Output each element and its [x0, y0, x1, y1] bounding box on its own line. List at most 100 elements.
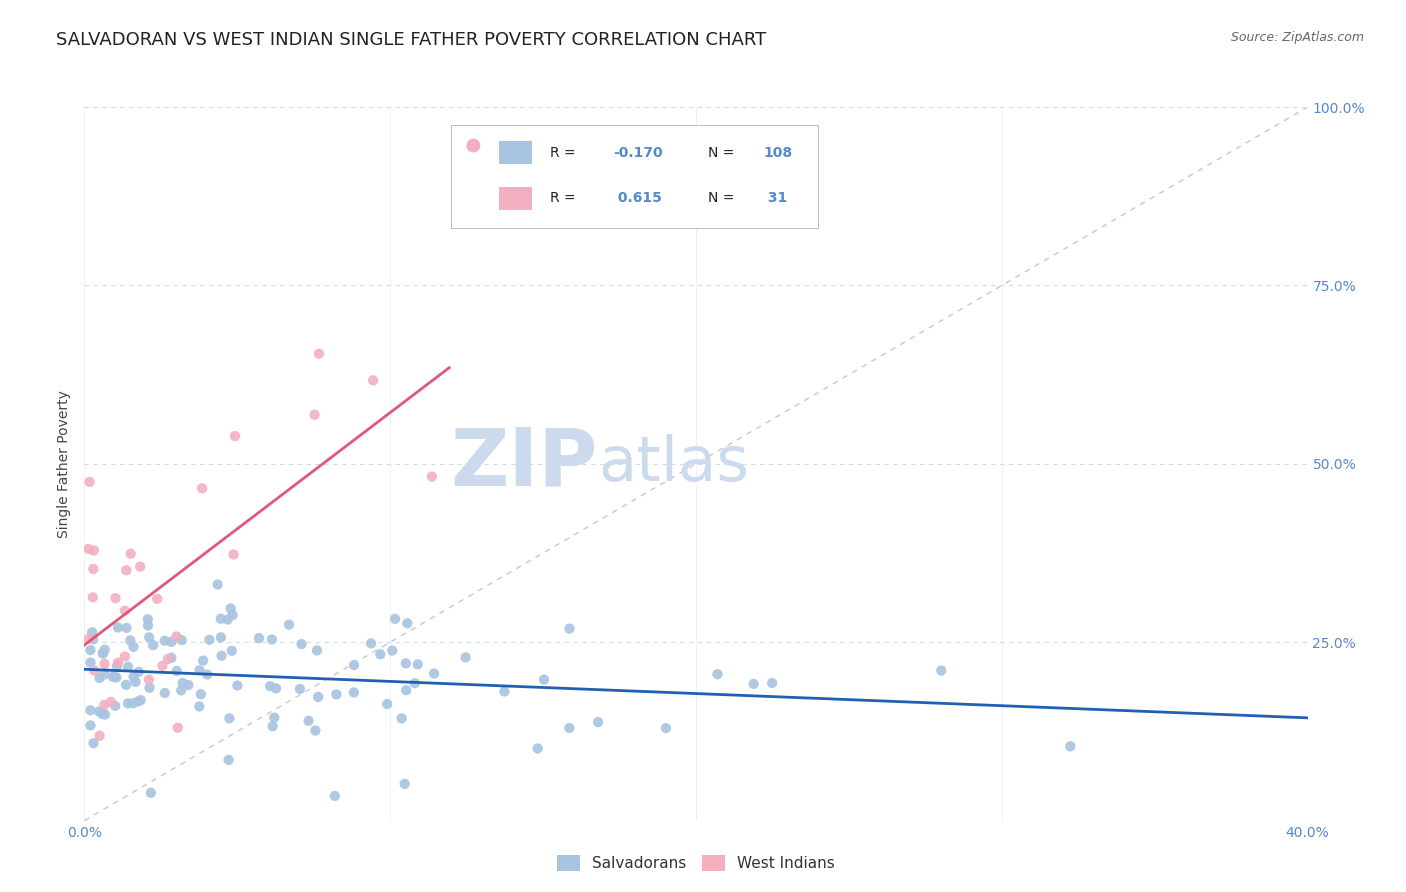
- Point: [105, 658, 128, 673]
- Point: [117, 697, 139, 711]
- Point: [288, 681, 311, 696]
- Point: [218, 753, 240, 767]
- Point: [929, 664, 952, 678]
- Point: [391, 711, 413, 725]
- Point: [706, 667, 728, 681]
- Point: [117, 660, 139, 674]
- Point: [82, 625, 104, 640]
- Point: [264, 681, 287, 696]
- Point: [146, 591, 169, 606]
- Text: Source: ZipAtlas.com: Source: ZipAtlas.com: [1230, 31, 1364, 45]
- Point: [343, 685, 366, 699]
- Point: [104, 591, 127, 606]
- Point: [454, 650, 477, 665]
- Point: [100, 695, 122, 709]
- Point: [406, 657, 429, 672]
- Point: [77, 541, 100, 556]
- Point: [77, 632, 100, 646]
- Point: [395, 657, 418, 671]
- Point: [83, 736, 105, 750]
- Point: [218, 711, 240, 725]
- Point: [170, 683, 193, 698]
- Point: [423, 666, 446, 681]
- Point: [404, 676, 426, 690]
- Point: [297, 714, 319, 728]
- Point: [79, 475, 101, 489]
- Point: [107, 620, 129, 634]
- Point: [136, 612, 159, 626]
- Point: [188, 699, 211, 714]
- Point: [104, 670, 127, 684]
- Point: [139, 786, 162, 800]
- Point: [304, 723, 326, 738]
- Point: [742, 677, 765, 691]
- Point: [191, 481, 214, 495]
- Point: [209, 612, 232, 626]
- Point: [494, 684, 516, 698]
- Point: [120, 547, 142, 561]
- Point: [211, 648, 233, 663]
- Point: [222, 548, 245, 562]
- Point: [198, 632, 221, 647]
- Text: ZIP: ZIP: [451, 425, 598, 503]
- Point: [170, 633, 193, 648]
- Point: [82, 591, 104, 605]
- Point: [166, 629, 188, 643]
- Point: [142, 638, 165, 652]
- Point: [290, 637, 312, 651]
- Point: [138, 681, 160, 695]
- Point: [166, 721, 188, 735]
- Point: [172, 676, 194, 690]
- Point: [166, 664, 188, 678]
- Point: [262, 719, 284, 733]
- Point: [305, 643, 328, 657]
- Point: [209, 630, 232, 644]
- Point: [247, 631, 270, 645]
- Point: [83, 664, 105, 678]
- Point: [122, 640, 145, 654]
- Point: [207, 577, 229, 591]
- Point: [138, 673, 160, 687]
- Text: SALVADORAN VS WEST INDIAN SINGLE FATHER POVERTY CORRELATION CHART: SALVADORAN VS WEST INDIAN SINGLE FATHER …: [56, 31, 766, 49]
- Point: [93, 698, 115, 712]
- Point: [93, 657, 115, 671]
- Point: [79, 643, 101, 657]
- Point: [79, 703, 101, 717]
- Point: [586, 715, 609, 730]
- Point: [122, 696, 145, 710]
- Point: [120, 633, 142, 648]
- Point: [304, 408, 326, 422]
- Point: [420, 469, 443, 483]
- Point: [307, 690, 329, 704]
- Point: [761, 676, 783, 690]
- Point: [82, 632, 104, 647]
- Point: [114, 649, 136, 664]
- Point: [360, 636, 382, 650]
- Point: [655, 721, 678, 735]
- Point: [94, 642, 117, 657]
- Point: [325, 687, 347, 701]
- Point: [124, 675, 146, 690]
- Point: [278, 617, 301, 632]
- Point: [177, 678, 200, 692]
- Point: [91, 646, 114, 660]
- Point: [107, 656, 129, 670]
- Point: [122, 670, 145, 684]
- Point: [127, 695, 149, 709]
- Point: [138, 631, 160, 645]
- Point: [190, 687, 212, 701]
- Point: [115, 678, 138, 692]
- Point: [89, 671, 111, 685]
- Point: [82, 562, 104, 576]
- Point: [263, 711, 285, 725]
- Point: [153, 633, 176, 648]
- Point: [89, 705, 111, 719]
- Point: [221, 644, 243, 658]
- Point: [94, 707, 117, 722]
- Point: [136, 618, 159, 632]
- Point: [101, 670, 124, 684]
- Point: [195, 667, 218, 681]
- Point: [79, 718, 101, 732]
- Point: [83, 543, 105, 558]
- Point: [91, 647, 114, 661]
